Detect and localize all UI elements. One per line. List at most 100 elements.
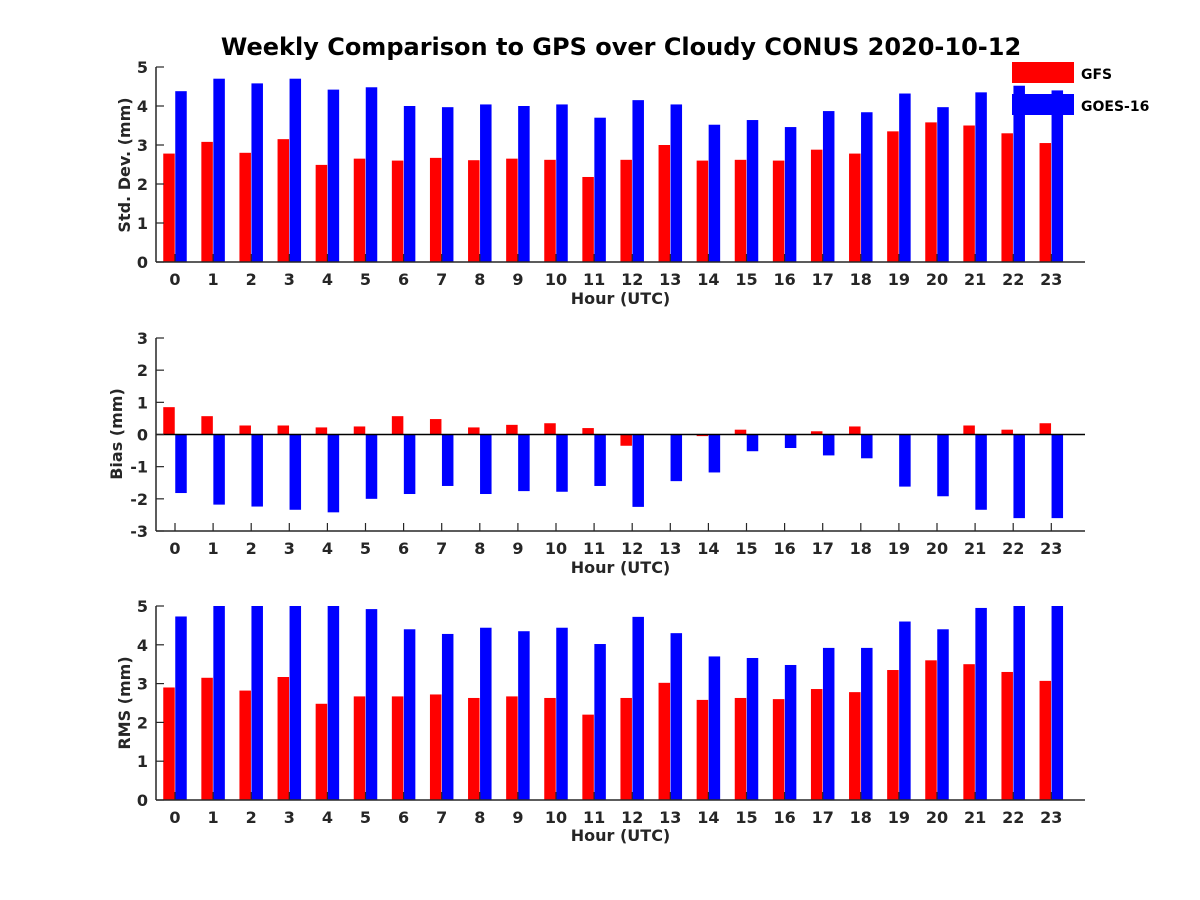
bar-gfs-panel0-hour6 [391,160,404,262]
bar-gfs-panel1-hour1 [201,416,213,435]
x-tick-label: 14 [697,539,719,558]
x-tick-label: 19 [888,539,910,558]
legend-label-gfs: GFS [1081,67,1112,83]
bar-gfs-panel2-hour4 [315,703,328,800]
bar-goes16-panel2-hour18 [861,647,873,800]
bar-goes16-panel0-hour22 [1013,85,1025,262]
x-tick-label: 11 [583,270,605,289]
x-tick-label: 14 [697,270,719,289]
bar-goes16-panel1-hour16 [784,434,797,449]
bar-gfs-panel2-hour18 [849,692,861,800]
y-tick-label: 3 [137,136,148,155]
bar-gfs-panel2-hour6 [391,696,404,800]
bar-goes16-panel1-hour17 [822,434,835,456]
bar-goes16-panel2-hour19 [899,621,911,800]
y-tick-label: -2 [130,490,148,509]
x-tick-label: 9 [512,270,523,289]
x-tick-label: 11 [583,539,605,558]
x-tick-label: 6 [398,270,409,289]
bar-goes16-panel2-hour7 [441,633,454,800]
bar-goes16-panel1-hour11 [594,434,606,486]
x-tick-label: 6 [398,539,409,558]
x-tick-label: 1 [208,270,219,289]
bar-goes16-panel0-hour16 [784,127,797,262]
bar-gfs-panel2-hour3 [277,677,290,800]
x-tick-label: 0 [169,270,180,289]
bar-gfs-panel2-hour15 [734,697,747,800]
bar-gfs-panel2-hour13 [658,682,671,800]
bar-goes16-panel2-hour6 [403,629,416,800]
x-tick-label: 22 [1002,808,1024,827]
x-tick-label: 18 [850,270,872,289]
bar-goes16-panel0-hour11 [594,117,606,262]
bar-gfs-panel2-hour23 [1039,680,1052,800]
bar-gfs-panel0-hour5 [353,158,366,262]
bar-gfs-panel2-hour8 [468,697,480,800]
bar-goes16-panel0-hour3 [289,78,302,262]
x-tick-label: 10 [545,808,567,827]
y-tick-label: 0 [137,253,148,272]
bar-goes16-panel2-hour2 [251,606,263,800]
bar-goes16-panel1-hour3 [289,434,302,510]
bar-goes16-panel1-hour2 [251,434,263,507]
bar-goes16-panel1-hour15 [746,434,759,452]
y-tick-label: -1 [130,458,148,477]
bar-goes16-panel0-hour4 [327,89,340,263]
bar-goes16-panel2-hour12 [632,616,644,800]
bar-goes16-panel1-hour4 [327,434,340,513]
x-tick-label: 1 [208,808,219,827]
bar-gfs-panel0-hour11 [582,176,594,262]
bar-gfs-panel0-hour3 [277,139,290,262]
x-tick-label: 7 [436,808,447,827]
bar-gfs-panel1-hour17 [810,431,823,435]
y-axis-label: RMS (mm) [115,656,134,749]
bar-goes16-panel2-hour14 [708,656,721,800]
y-tick-label: -3 [130,522,148,541]
bar-goes16-panel0-hour9 [518,106,530,262]
x-tick-label: 14 [697,808,719,827]
bar-goes16-panel2-hour5 [365,609,378,800]
bar-goes16-panel0-hour5 [365,87,378,262]
chart-title: Weekly Comparison to GPS over Cloudy CON… [221,33,1021,61]
bar-gfs-panel0-hour13 [658,145,671,262]
bar-goes16-panel0-hour2 [251,83,263,262]
bar-gfs-panel1-hour0 [163,407,175,435]
y-tick-label: 0 [137,791,148,810]
bar-goes16-panel1-hour7 [441,434,454,486]
x-tick-label: 23 [1040,270,1062,289]
bar-gfs-panel0-hour10 [544,159,556,262]
bar-gfs-panel1-hour22 [1001,429,1013,435]
bar-gfs-panel0-hour22 [1001,133,1013,262]
x-tick-label: 16 [773,808,795,827]
bar-gfs-panel0-hour1 [201,141,213,262]
bar-gfs-panel2-hour1 [201,677,213,800]
bar-gfs-panel1-hour14 [696,434,709,437]
bar-gfs-panel2-hour0 [163,687,175,800]
x-tick-label: 19 [888,270,910,289]
bar-goes16-panel1-hour21 [975,434,987,510]
bar-gfs-panel0-hour19 [887,131,899,262]
bar-gfs-panel2-hour19 [887,670,899,800]
bar-gfs-panel2-hour22 [1001,671,1013,800]
bar-gfs-panel1-hour15 [734,429,747,435]
x-tick-label: 21 [964,808,986,827]
bar-gfs-panel1-hour23 [1039,423,1052,435]
bar-gfs-panel2-hour10 [544,697,556,800]
y-tick-label: 1 [137,393,148,412]
y-tick-label: 2 [137,713,148,732]
x-tick-label: 17 [812,539,834,558]
x-tick-label: 16 [773,539,795,558]
bar-goes16-panel1-hour9 [518,434,530,492]
bar-gfs-panel0-hour2 [239,152,251,262]
x-tick-label: 19 [888,808,910,827]
x-tick-label: 22 [1002,270,1024,289]
bar-goes16-panel2-hour9 [518,631,530,800]
bar-gfs-panel0-hour17 [810,149,823,262]
x-axis-label: Hour (UTC) [571,826,671,845]
bar-goes16-panel0-hour8 [480,104,492,262]
bar-goes16-panel1-hour14 [708,434,721,473]
bar-goes16-panel0-hour21 [975,92,987,262]
legend: GFS GOES-16 [1012,62,1149,115]
